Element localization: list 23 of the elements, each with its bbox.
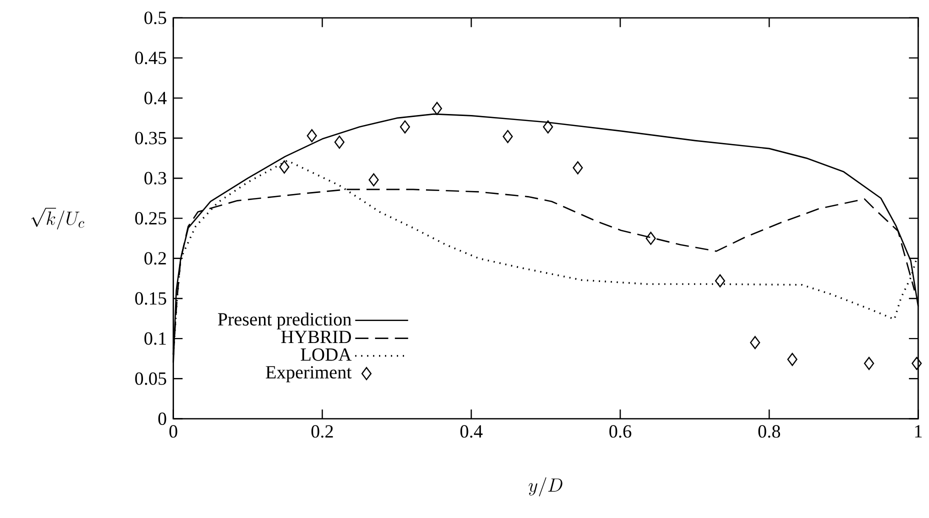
x-tick-label: 1 xyxy=(915,425,922,438)
x-tick-label: 0.2 xyxy=(311,425,333,438)
y-tick-label: 0.1 xyxy=(144,332,166,345)
x-axis-title: $y/D$ xyxy=(528,477,562,496)
y-tick-label: 0.35 xyxy=(135,132,166,144)
legend-label: Experiment xyxy=(266,366,352,382)
x-tick-label: 0.6 xyxy=(609,425,632,438)
y-tick-label: 0.05 xyxy=(135,372,166,385)
legend-label: Present prediction xyxy=(218,312,352,330)
y-tick-label: 0.2 xyxy=(144,252,166,265)
x-tick-label: 0.4 xyxy=(460,425,483,438)
x-tick-label: 0.8 xyxy=(758,425,780,438)
x-tick-label: 0 xyxy=(169,425,178,438)
y-tick-label: 0.25 xyxy=(135,212,166,225)
y-tick-label: 0.15 xyxy=(135,292,166,305)
y-axis-title: $\sqrt{k}/U_c$ xyxy=(31,208,84,230)
y-tick-label: 0.4 xyxy=(144,92,167,104)
y-tick-label: 0.5 xyxy=(144,12,166,24)
legend-label: LODA xyxy=(300,348,352,361)
y-tick-label: 0.3 xyxy=(144,172,166,185)
legend-label: HYBRID xyxy=(281,330,351,344)
y-tick-label: 0 xyxy=(158,412,166,426)
y-tick-label: 0.45 xyxy=(135,52,166,64)
